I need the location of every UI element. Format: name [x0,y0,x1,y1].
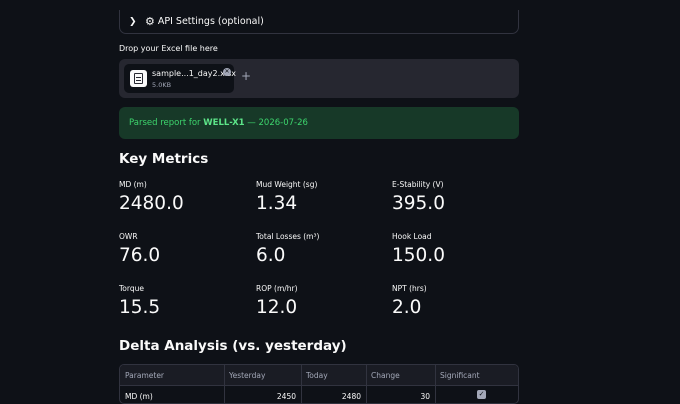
file-size: 5.0KB [152,81,172,89]
cell-change: 30 [420,392,430,401]
metric-label: Hook Load [392,232,432,241]
file-icon [130,70,147,87]
file-name: sample...1_day2.xlsx [152,69,237,78]
status-prefix: Parsed report for [129,118,204,128]
metric-value: 395.0 [392,193,445,214]
cell-yesterday: 2450 [276,392,296,401]
uploader-label: Drop your Excel file here [119,44,218,53]
column-header-significant[interactable]: Significant [440,371,480,380]
metric-md: MD (m) 2480.0 [119,180,239,215]
cell-parameter: MD (m) [125,392,153,401]
cell-today: 2480 [341,392,361,401]
delta-analysis-heading: Delta Analysis (vs. yesterday) [119,338,347,354]
metric-value: 2.0 [392,297,422,318]
significant-checkbox: ✓ [477,390,486,399]
column-header-change[interactable]: Change [371,371,400,380]
metric-label: ROP (m/hr) [256,284,298,293]
add-file-button[interactable]: + [241,69,252,83]
column-header-parameter[interactable]: Parameter [125,371,165,380]
uploaded-file-chip: sample...1_day2.xlsx 5.0KB ✕ [124,64,237,93]
status-well: WELL-X1 [203,118,245,128]
table-row[interactable]: MD (m) 2450 2480 30 ✓ [120,386,518,403]
column-divider [435,365,436,403]
remove-file-icon[interactable]: ✕ [223,68,231,76]
metric-value: 2480.0 [119,193,184,214]
status-suffix: — 2026-07-26 [244,118,308,128]
header-divider [120,385,518,386]
gear-icon: ⚙ [145,15,155,28]
metric-value: 76.0 [119,245,161,266]
file-dropzone[interactable]: sample...1_day2.xlsx 5.0KB ✕ + [119,59,519,98]
metric-hook-load: Hook Load 150.0 [392,232,512,267]
metric-rop: ROP (m/hr) 12.0 [256,284,376,319]
chevron-right-icon: ❯ [129,16,137,27]
metric-label: Total Losses (m³) [256,232,320,241]
metric-value: 1.34 [256,193,298,214]
expander-label: API Settings (optional) [157,16,264,27]
column-header-today[interactable]: Today [306,371,328,380]
column-divider [366,365,367,403]
metric-label: E-Stability (V) [392,180,444,189]
success-alert: Parsed report for WELL-X1 — 2026-07-26 [119,107,519,139]
metric-value: 12.0 [256,297,298,318]
delta-table[interactable]: Parameter Yesterday Today Change Signifi… [119,364,519,404]
metric-label: Mud Weight (sg) [256,180,318,189]
column-header-yesterday[interactable]: Yesterday [229,371,266,380]
metric-mud-weight: Mud Weight (sg) 1.34 [256,180,376,215]
metric-npt: NPT (hrs) 2.0 [392,284,512,319]
metric-value: 6.0 [256,245,286,266]
metric-total-losses: Total Losses (m³) 6.0 [256,232,376,267]
api-settings-expander[interactable]: ❯ ⚙ API Settings (optional) [119,10,519,34]
metric-label: MD (m) [119,180,147,189]
metric-e-stability: E-Stability (V) 395.0 [392,180,512,215]
table-header-row: Parameter Yesterday Today Change Signifi… [120,365,518,385]
metric-label: Torque [119,284,144,293]
key-metrics-heading: Key Metrics [119,151,209,167]
metric-value: 15.5 [119,297,161,318]
column-divider [224,365,225,403]
column-divider [301,365,302,403]
metric-torque: Torque 15.5 [119,284,239,319]
metric-value: 150.0 [392,245,445,266]
metric-label: OWR [119,232,138,241]
metric-label: NPT (hrs) [392,284,427,293]
metric-owr: OWR 76.0 [119,232,239,267]
